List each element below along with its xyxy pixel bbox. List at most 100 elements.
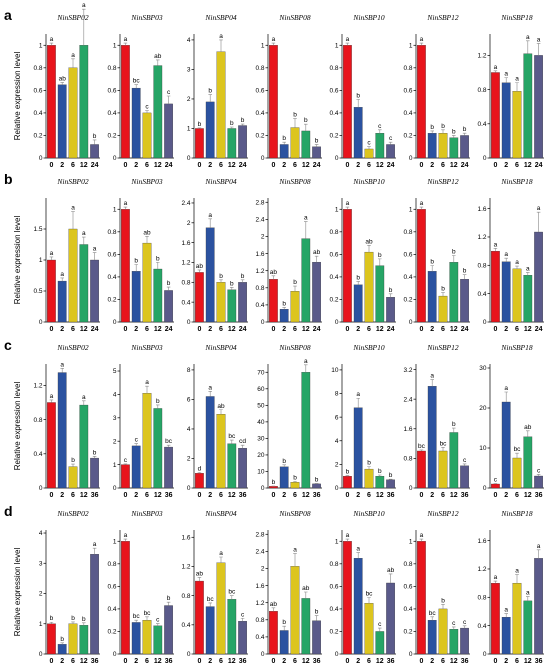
significance-letter: a <box>124 200 128 207</box>
y-tick-label: 5 <box>113 368 117 375</box>
significance-letter: c <box>452 620 456 627</box>
x-tick-label: 0 <box>419 162 423 169</box>
significance-letter: ab <box>270 601 278 608</box>
bar-ninsbp10-12 <box>375 476 385 489</box>
y-tick-label: 0 <box>113 485 117 492</box>
bar-ninsbp10-12 <box>375 133 385 159</box>
error-bar <box>282 625 286 631</box>
significance-letter: bc <box>228 589 236 596</box>
chart-title: NinSBP02 <box>56 13 88 22</box>
error-bar <box>293 553 297 567</box>
y-tick-label: 0.4 <box>181 299 190 306</box>
error-bar <box>219 556 223 563</box>
x-tick-label: 24 <box>535 162 543 169</box>
significance-letter: b <box>241 273 245 280</box>
x-tick-label: 0 <box>419 326 423 333</box>
error-bar <box>515 574 519 584</box>
significance-letter: b <box>346 469 350 476</box>
y-tick-label: 0 <box>261 155 265 162</box>
chart-title: NinSBP10 <box>352 343 384 352</box>
bar-ninsbp08-12 <box>301 372 311 489</box>
y-tick-label: 0.4 <box>255 302 264 309</box>
bar-ninsbp04-0 <box>195 272 204 323</box>
bar-ninsbp12-6 <box>438 133 448 159</box>
x-tick-label: 6 <box>515 326 519 333</box>
significance-letter: a <box>93 246 97 253</box>
y-tick-label: 0.8 <box>477 87 486 94</box>
error-bar <box>92 252 97 260</box>
significance-letter: b <box>282 300 286 307</box>
significance-letter: a <box>304 358 308 365</box>
chart-title: NinSBP04 <box>204 343 236 352</box>
y-tick-label: 0.4 <box>403 110 412 117</box>
bar-ninsbp18-0 <box>491 483 500 489</box>
bar-ninsbp12-0 <box>417 45 426 159</box>
bar-ninsbp03-2 <box>131 445 141 489</box>
chart-title: NinSBP03 <box>130 177 162 186</box>
x-tick-label: 12 <box>228 658 236 665</box>
significance-letter: a <box>60 361 64 368</box>
y-tick-label: 0.4 <box>329 606 338 613</box>
error-bar <box>71 58 75 68</box>
y-tick-label: 0 <box>187 155 191 162</box>
significance-letter: b <box>441 286 445 293</box>
y-tick-label: 1.5 <box>33 226 42 233</box>
y-tick-label: 0 <box>261 651 265 658</box>
panel-a: a Relative expression level NinSBP02 0 0.2 0.… <box>4 2 544 169</box>
bar-ninsbp02-6 <box>68 466 78 489</box>
chart-ninsbp02: NinSBP02 0 0.4 0.8 1.2 a 0 a 2 b 6 a 12 b 36 <box>33 343 100 499</box>
chart-ninsbp12: NinSBP12 0 0.2 0.4 0.6 0.8 1a 0 b 2 b 6 b 12 b 24 <box>403 13 470 169</box>
y-tick-label: 0 <box>483 485 487 492</box>
y-tick-label: 6 <box>187 397 191 404</box>
x-tick-label: 0 <box>49 658 53 665</box>
error-bar <box>82 236 86 245</box>
x-tick-label: 2 <box>356 162 360 169</box>
error-bar <box>240 444 245 449</box>
x-tick-label: 36 <box>91 492 99 499</box>
significance-letter: b <box>71 615 75 622</box>
y-tick-label: 0.6 <box>329 252 338 259</box>
y-tick-label: 2.8 <box>255 531 264 538</box>
y-tick-label: 0 <box>483 155 487 162</box>
error-bar <box>430 379 434 387</box>
significance-letter: a <box>504 251 508 258</box>
significance-letter: b <box>378 252 382 259</box>
chart-title: NinSBP12 <box>426 177 458 186</box>
bar-ninsbp04-12 <box>227 128 237 159</box>
significance-letter: a <box>82 230 86 237</box>
x-tick-label: 0 <box>493 326 497 333</box>
bar-ninsbp12-2 <box>427 271 437 323</box>
x-tick-label: 24 <box>535 326 543 333</box>
y-tick-label: 10 <box>331 367 339 374</box>
y-tick-label: 0.4 <box>477 623 486 630</box>
x-tick-label: 2 <box>430 658 434 665</box>
y-tick-label: 8 <box>187 367 191 374</box>
y-tick-label: 1.6 <box>255 251 264 258</box>
bar-ninsbp03-2 <box>131 271 141 323</box>
error-bar <box>240 617 245 622</box>
error-bar <box>430 130 434 134</box>
significance-letter: a <box>346 36 350 43</box>
error-bar <box>123 463 128 465</box>
bar-ninsbp04-2 <box>205 606 215 655</box>
x-tick-label: 2 <box>134 658 138 665</box>
bar-ninsbp08-36 <box>312 483 321 489</box>
error-bar <box>134 619 138 623</box>
x-tick-label: 6 <box>145 492 149 499</box>
y-tick-label: 0.8 <box>329 229 338 236</box>
x-tick-label: 36 <box>313 658 321 665</box>
y-tick-label: 0.4 <box>329 274 338 281</box>
bar-ninsbp12-2 <box>427 133 437 159</box>
x-tick-label: 24 <box>91 162 99 169</box>
x-tick-label: 2 <box>60 326 64 333</box>
error-bar <box>240 279 245 283</box>
bar-ninsbp18-0 <box>491 72 500 159</box>
significance-letter: b <box>156 398 160 405</box>
x-tick-label: 6 <box>71 326 75 333</box>
y-tick-label: 0.6 <box>107 88 116 95</box>
significance-letter: b <box>282 619 286 626</box>
x-tick-label: 12 <box>376 162 384 169</box>
y-axis-label: Relative expression level <box>13 382 22 471</box>
